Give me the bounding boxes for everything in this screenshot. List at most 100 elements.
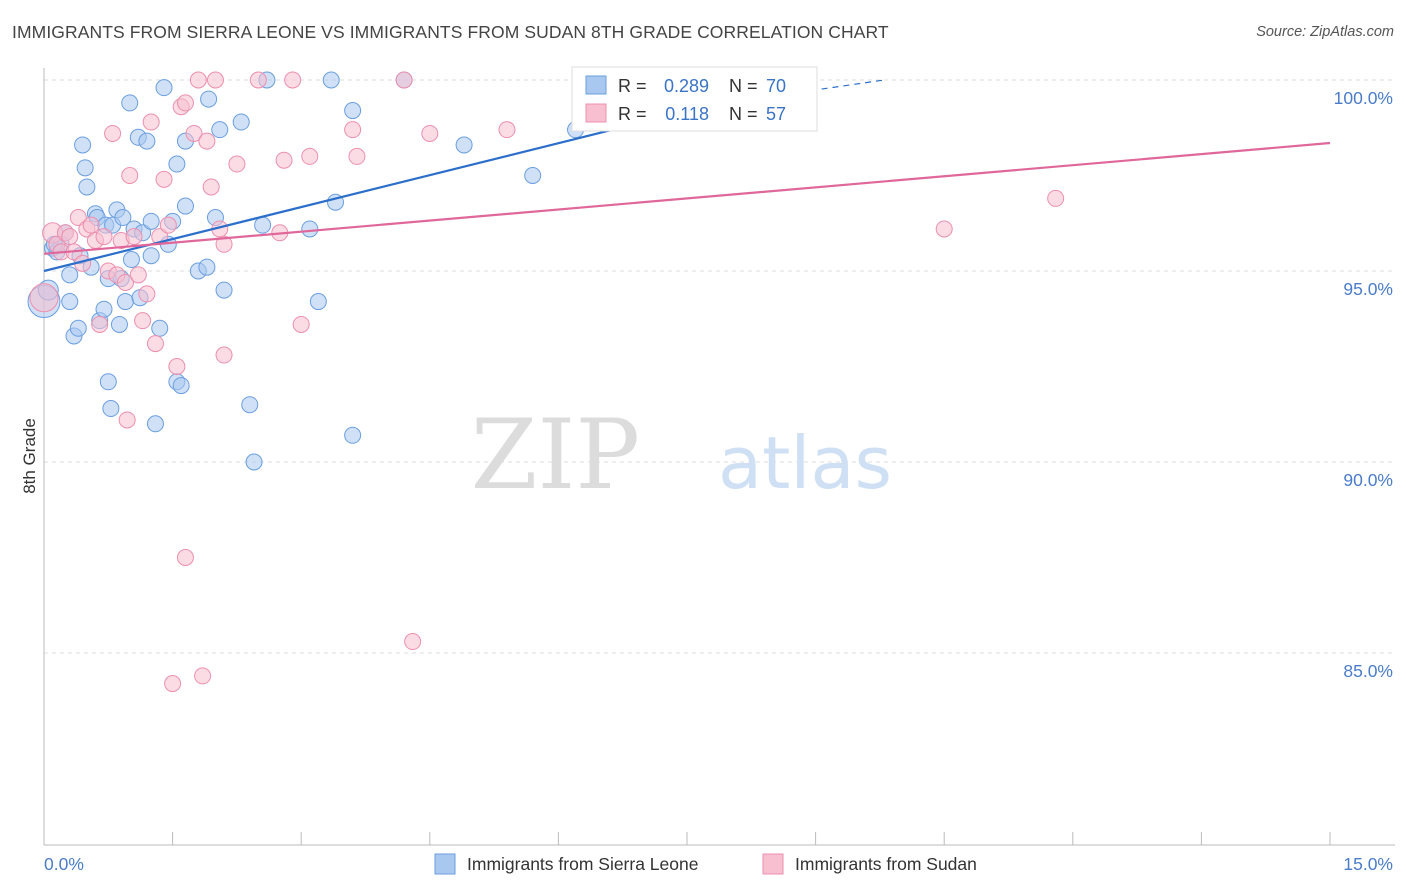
point-sierra-leone (309, 293, 327, 311)
point-sierra-leone (254, 216, 272, 234)
point-sudan (275, 151, 293, 169)
point-sudan (215, 235, 233, 253)
point-sudan (125, 228, 143, 246)
legend-swatch-sierra-leone (434, 853, 456, 875)
point-sierra-leone (99, 373, 117, 391)
point-sudan (116, 273, 134, 291)
point-sudan (95, 228, 113, 246)
point-sierra-leone (138, 132, 156, 150)
point-sierra-leone (524, 167, 542, 184)
stats-swatch-pink (585, 103, 607, 123)
point-sierra-leone (142, 247, 160, 265)
watermark-atlas: atlas (718, 421, 892, 505)
x-tick-label: 15.0% (1343, 854, 1393, 874)
point-sudan (104, 124, 122, 142)
legend-label-sierra-leone: Immigrants from Sierra Leone (467, 854, 698, 874)
point-sierra-leone (61, 293, 79, 311)
point-sudan (159, 216, 177, 234)
point-sierra-leone (114, 209, 132, 227)
point-sierra-leone (168, 155, 186, 173)
watermark: ZIP atlas (471, 399, 892, 511)
point-sierra-leone (78, 178, 96, 196)
x-tick-labels: 0.0% 15.0% (44, 854, 1393, 874)
point-sierra-leone (74, 136, 92, 154)
stats-n-label-pink: N = (729, 104, 758, 124)
point-sierra-leone (151, 319, 169, 337)
y-tick-label: 95.0% (1343, 279, 1393, 299)
point-sierra-leone (116, 293, 134, 311)
point-sierra-leone (102, 400, 120, 418)
stats-r-value-blue: 0.289 (664, 76, 709, 96)
stats-r-value-pink: 0.118 (665, 104, 709, 124)
watermark-zip: ZIP (471, 399, 640, 511)
legend-label-sudan: Immigrants from Sudan (795, 854, 977, 874)
point-sudan (168, 358, 186, 375)
point-sudan (91, 315, 109, 333)
y-tick-labels: 85.0% 90.0% 95.0% 100.0% (1334, 88, 1393, 681)
point-sierra-leone (69, 319, 87, 337)
stats-legend-box (571, 66, 818, 132)
point-sierra-leone (344, 102, 362, 120)
stats-swatch-blue (585, 75, 607, 95)
point-sudan (189, 71, 207, 89)
chart-title: IMMIGRANTS FROM SIERRA LEONE VS IMMIGRAN… (12, 22, 889, 42)
stats-n-value-blue: 70 (766, 76, 786, 96)
point-sierra-leone (232, 113, 250, 131)
y-tick-label: 100.0% (1334, 88, 1393, 108)
point-sudan (228, 155, 246, 173)
point-sierra-leone (322, 71, 340, 89)
point-sudan (138, 285, 156, 303)
point-sierra-leone (155, 79, 173, 97)
point-sudan (146, 335, 164, 353)
x-tick-label: 0.0% (44, 854, 84, 874)
y-axis-label: 8th Grade (20, 418, 39, 494)
trend-line-sudan (43, 141, 1331, 255)
source-credit: Source: ZipAtlas.com (1256, 24, 1394, 40)
point-sudan (249, 71, 267, 89)
point-sierra-leone (95, 300, 113, 318)
point-sudan (176, 549, 194, 566)
y-tick-label: 85.0% (1343, 661, 1393, 681)
trend-line-extension (712, 79, 885, 106)
point-sudan (344, 121, 362, 139)
point-sudan (121, 167, 139, 184)
axes (43, 68, 1395, 846)
point-sudan (198, 132, 216, 150)
point-sierra-leone (200, 90, 218, 108)
stats-legend: R = 0.289 N = 70 R = 0.118 N = 57 (571, 66, 818, 132)
point-sierra-leone (61, 266, 79, 284)
point-sudan (301, 147, 319, 165)
point-sudan (176, 94, 194, 112)
point-sudan (498, 121, 516, 139)
stats-r-label-pink: R = (618, 104, 647, 124)
point-sierra-leone (211, 121, 229, 139)
point-sudan (155, 170, 173, 188)
point-sierra-leone (121, 94, 139, 112)
point-sierra-leone (245, 453, 263, 471)
point-sudan (69, 209, 87, 227)
point-sudan (202, 178, 220, 196)
point-sudan (194, 667, 212, 685)
point-sudan (1047, 189, 1065, 207)
point-sierra-leone (76, 159, 94, 177)
point-sudan (348, 147, 366, 165)
y-tick-label: 90.0% (1343, 470, 1393, 490)
point-sudan (185, 124, 203, 142)
stats-n-label-blue: N = (729, 76, 758, 96)
point-sudan (395, 71, 413, 89)
point-sudan (164, 675, 182, 693)
point-sierra-leone (198, 258, 216, 276)
point-sudan (134, 312, 152, 330)
point-sierra-leone (110, 315, 128, 333)
point-sudan (421, 124, 439, 142)
point-sierra-leone (172, 377, 190, 395)
legend-swatch-sudan (762, 853, 784, 875)
point-sudan (284, 71, 302, 89)
point-sudan (292, 315, 310, 333)
point-sierra-leone (176, 197, 194, 215)
bottom-legend: Immigrants from Sierra Leone Immigrants … (434, 853, 977, 875)
point-sierra-leone (301, 220, 319, 238)
point-sierra-leone (455, 136, 473, 154)
point-sierra-leone (241, 396, 259, 414)
